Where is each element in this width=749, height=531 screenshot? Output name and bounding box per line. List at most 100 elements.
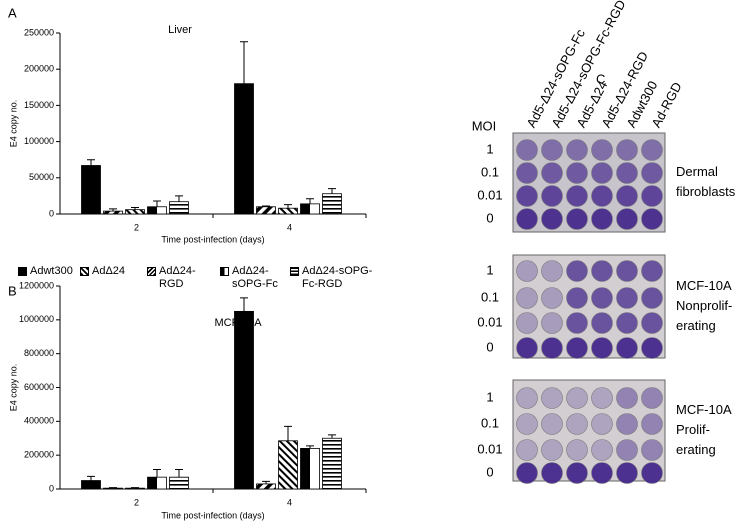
legend-swatch [220,267,229,276]
error-bar [284,204,292,209]
legend-label: Adwt300 [30,265,73,277]
x-tick-label: 4 [287,497,292,507]
well [516,413,538,435]
legend-item: AdΔ24-sOPG-Fc [220,265,288,291]
well [591,337,613,359]
well [641,260,663,282]
bar [125,209,145,215]
well [541,439,563,461]
well [616,208,638,230]
error-bar [175,195,183,202]
y-tick-label: 200000 [24,64,54,74]
legend-item: Adwt300 [18,265,78,278]
bar [103,487,123,490]
well [641,139,663,161]
well [516,287,538,309]
well [616,260,638,282]
plate-label: Nonprolif- [676,298,732,313]
y-tick-label: 0 [49,483,54,493]
y-tick-label: 150000 [24,100,54,110]
y-tick-label: 1000000 [19,314,54,324]
error-bar [262,205,270,207]
error-bar [240,297,248,312]
well [591,462,613,484]
well [566,139,588,161]
well [641,387,663,409]
y-tick-label: 50000 [29,172,54,182]
well [516,139,538,161]
well [516,337,538,359]
moi-value: 0 [486,464,493,479]
well [516,260,538,282]
plate-label: erating [676,442,716,457]
well [616,162,638,184]
well [541,462,563,484]
well [616,462,638,484]
moi-label: MOI [472,118,497,133]
panel-label: B [8,283,17,298]
error-bar [87,159,95,166]
well [541,260,563,282]
error-bar [328,188,336,194]
error-bar [240,41,248,84]
y-tick-label: 0 [49,208,54,218]
well [541,185,563,207]
well [591,312,613,334]
bar [169,476,189,490]
bar [147,206,167,215]
error-bar [131,487,139,489]
well [641,208,663,230]
moi-value: 1 [486,389,493,404]
well [566,260,588,282]
error-bar [131,206,139,210]
well [541,162,563,184]
legend-swatch [18,267,27,276]
well [566,439,588,461]
moi-value: 0.01 [477,441,502,456]
y-tick-label: 200000 [24,450,54,460]
legend-swatch [290,267,299,276]
x-tick-label: 2 [134,497,139,507]
x-axis-label: Time post-infection (days) [161,234,264,244]
well [641,185,663,207]
moi-value: 0 [486,210,493,225]
well [516,387,538,409]
y-tick-label: 600000 [24,382,54,392]
moi-value: 1 [486,262,493,277]
well [566,387,588,409]
well [616,387,638,409]
well [541,139,563,161]
bar [300,203,320,215]
well [516,162,538,184]
well [591,260,613,282]
well [591,208,613,230]
bar [300,447,320,490]
well [516,312,538,334]
well [566,312,588,334]
bar [256,206,276,215]
moi-value: 0.01 [477,314,502,329]
well [616,413,638,435]
well [641,337,663,359]
plate-label: MCF-10A [676,402,732,417]
error-bar [153,200,161,207]
well [566,185,588,207]
well [541,287,563,309]
plate-label: fibroblasts [676,184,736,199]
plate-label: MCF-10A [676,278,732,293]
bar [278,207,298,215]
legend-label: AdΔ24-sOPG-Fc [232,265,278,290]
panel-label: C [596,71,605,86]
moi-value: 0 [486,339,493,354]
y-axis-label: E4 copy no. [8,364,18,412]
well [516,185,538,207]
legend-item: AdΔ24-sOPG-Fc-RGD [290,265,385,291]
error-bar [109,208,117,212]
well [516,439,538,461]
bar [147,476,167,490]
legend-item: AdΔ24 [80,265,142,278]
legend-swatch [147,267,156,276]
well [641,287,663,309]
well [566,462,588,484]
